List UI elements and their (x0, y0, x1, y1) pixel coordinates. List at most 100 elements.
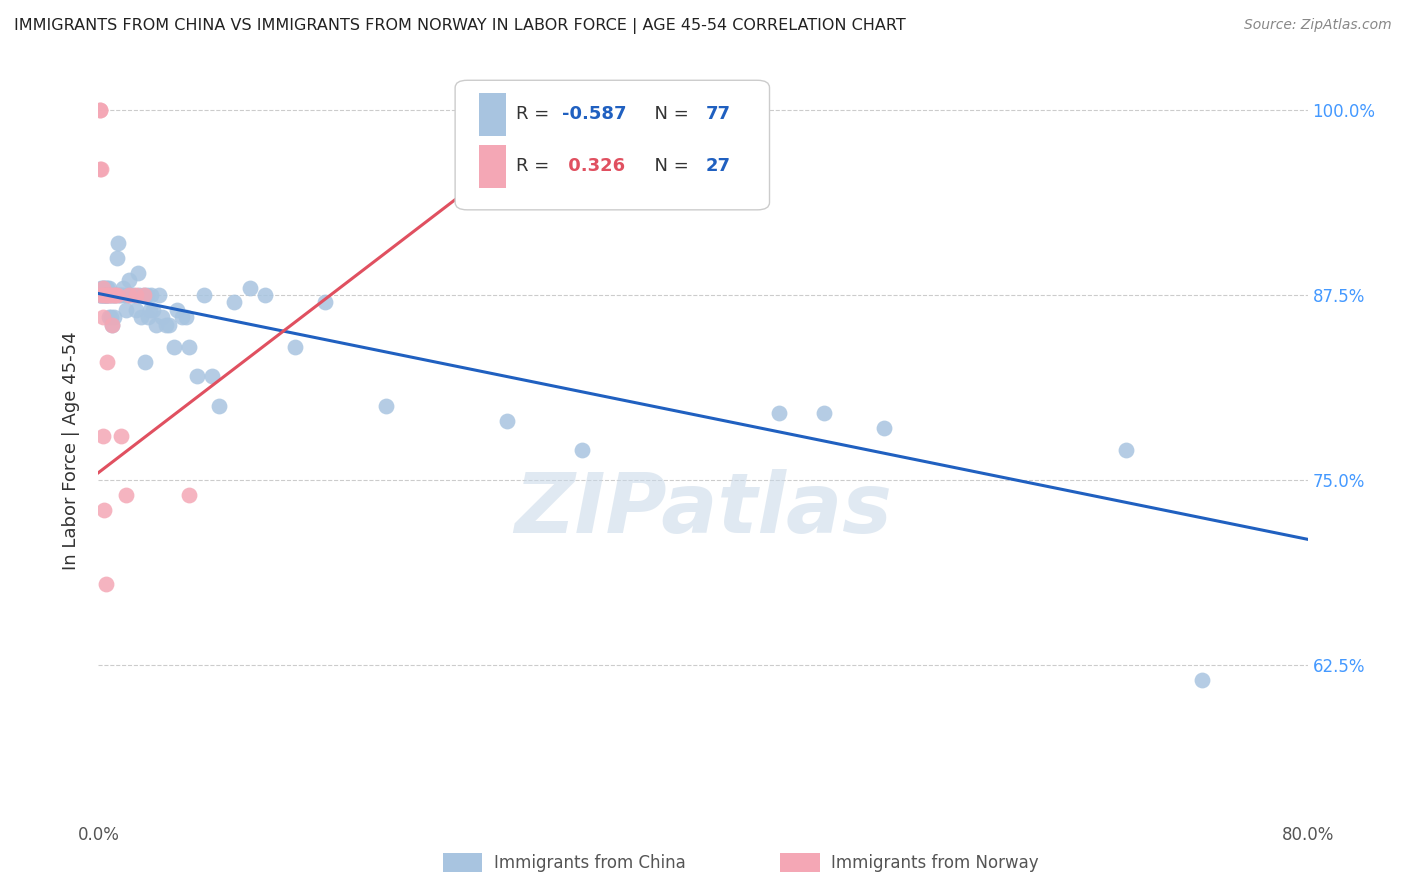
Point (104, 288, 127, 302)
Point (239, 280, 262, 294)
Text: ZIPatlas: ZIPatlas (515, 469, 891, 550)
Point (94, 288, 117, 302)
Point (314, 295, 336, 310)
Point (224, 295, 246, 310)
FancyBboxPatch shape (456, 80, 769, 210)
Point (100, 288, 122, 302)
Point (150, 310, 173, 325)
Point (111, 280, 134, 294)
Point (105, 288, 128, 302)
Point (128, 288, 150, 302)
Point (571, 443, 593, 458)
Point (90, 280, 112, 294)
Point (114, 488, 136, 502)
Point (186, 369, 208, 384)
Text: 27: 27 (706, 157, 731, 175)
Text: 77: 77 (706, 105, 731, 123)
Point (91, 280, 114, 294)
Point (163, 340, 186, 354)
Point (374, 399, 396, 413)
Point (100, 288, 122, 302)
Point (94, 576, 117, 591)
Point (166, 302, 188, 317)
Text: Source: ZipAtlas.com: Source: ZipAtlas.com (1244, 18, 1392, 32)
Point (120, 288, 142, 302)
Point (89, 288, 111, 302)
Point (89, 288, 111, 302)
Point (101, 318, 124, 332)
Point (1115, 443, 1137, 458)
Y-axis label: In Labor Force | Age 45-54: In Labor Force | Age 45-54 (62, 331, 80, 570)
Point (107, 236, 129, 251)
Point (91, 288, 114, 302)
Point (208, 399, 231, 413)
Point (132, 288, 155, 302)
Point (96, 280, 118, 294)
Point (148, 288, 170, 302)
Point (91, 288, 114, 302)
FancyBboxPatch shape (479, 145, 506, 187)
Point (121, 288, 143, 302)
Point (89, 162, 111, 177)
Point (134, 354, 156, 368)
Point (253, 288, 276, 302)
Point (98, 310, 121, 325)
Point (125, 302, 148, 317)
FancyBboxPatch shape (479, 93, 506, 136)
Point (101, 288, 124, 302)
Point (159, 318, 181, 332)
Point (107, 288, 129, 302)
Point (1191, 673, 1213, 687)
Point (571, 103, 593, 117)
Text: IMMIGRANTS FROM CHINA VS IMMIGRANTS FROM NORWAY IN LABOR FORCE | AGE 45-54 CORRE: IMMIGRANTS FROM CHINA VS IMMIGRANTS FROM… (14, 18, 905, 34)
Point (114, 302, 136, 317)
Text: -0.587: -0.587 (561, 105, 626, 123)
Point (813, 406, 835, 420)
Point (93, 288, 115, 302)
Point (96, 354, 118, 368)
Point (112, 288, 135, 302)
Point (98, 280, 121, 294)
Point (110, 428, 132, 442)
Point (141, 288, 163, 302)
Point (179, 340, 201, 354)
Point (91, 310, 114, 325)
Point (136, 310, 159, 325)
Point (94, 288, 117, 302)
Point (98, 288, 121, 302)
Point (125, 288, 148, 302)
Point (96, 288, 118, 302)
Point (93, 502, 115, 516)
Point (93, 288, 115, 302)
Text: R =: R = (516, 105, 554, 123)
Point (284, 340, 307, 354)
Point (873, 421, 896, 435)
Point (91, 280, 114, 294)
Point (132, 288, 155, 302)
Point (90, 288, 112, 302)
Point (96, 288, 118, 302)
Point (104, 288, 127, 302)
Point (93, 288, 115, 302)
Point (768, 406, 790, 420)
Point (139, 302, 162, 317)
Point (170, 310, 193, 325)
Point (89, 103, 111, 117)
Text: Immigrants from Norway: Immigrants from Norway (831, 854, 1039, 871)
Text: N =: N = (643, 157, 695, 175)
Point (93, 280, 115, 294)
Point (201, 369, 224, 384)
Point (110, 288, 132, 302)
Point (103, 288, 125, 302)
Text: Immigrants from China: Immigrants from China (494, 854, 685, 871)
Point (90, 288, 112, 302)
Point (98, 288, 121, 302)
Point (174, 310, 197, 325)
Point (96, 288, 118, 302)
Text: N =: N = (643, 105, 695, 123)
Point (193, 288, 215, 302)
Point (145, 318, 167, 332)
Point (94, 280, 117, 294)
Point (122, 288, 145, 302)
Point (155, 318, 177, 332)
